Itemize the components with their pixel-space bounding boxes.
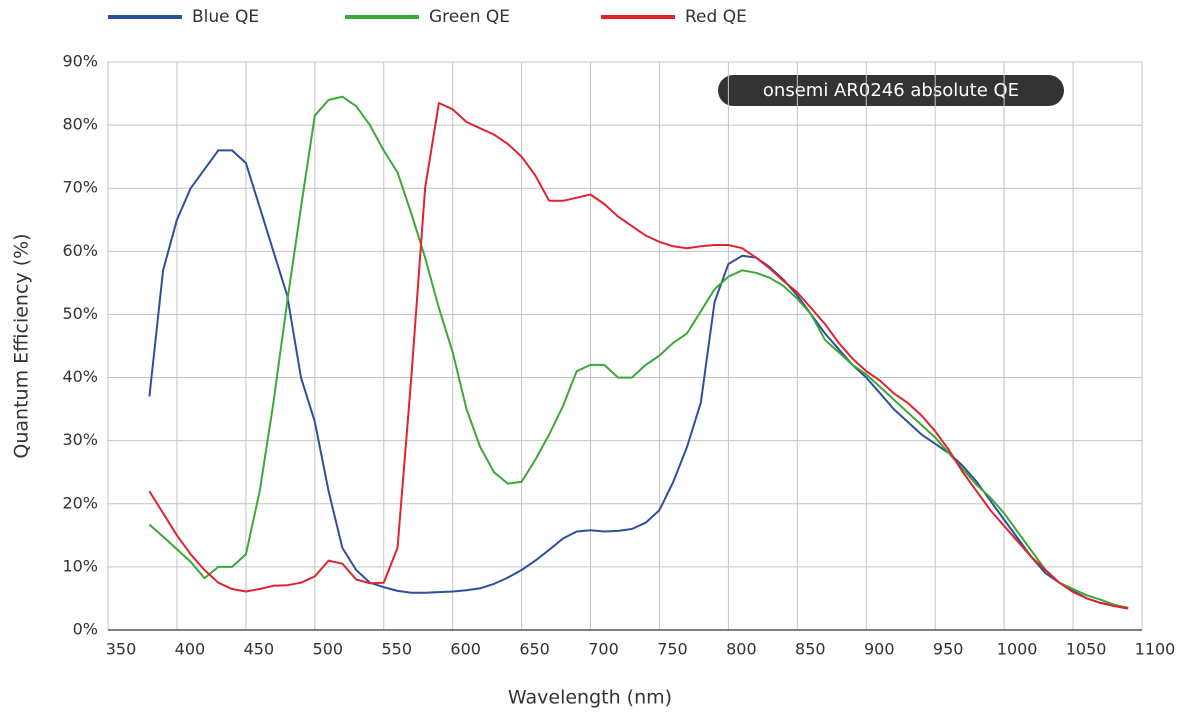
legend-label: Blue QE: [192, 7, 259, 27]
x-tick-label: 750: [657, 640, 688, 659]
y-tick-label: 80%: [62, 115, 98, 134]
x-tick-label: 400: [175, 640, 206, 659]
x-tick-label: 850: [795, 640, 826, 659]
x-tick-label: 500: [313, 640, 344, 659]
y-tick-label: 20%: [62, 493, 98, 512]
x-tick-label: 450: [244, 640, 275, 659]
x-tick-label: 350: [106, 640, 137, 659]
y-tick-label: 30%: [62, 430, 98, 449]
x-tick-label: 700: [588, 640, 619, 659]
x-tick-label: 900: [864, 640, 895, 659]
y-tick-label: 70%: [62, 178, 98, 197]
x-tick-label: 1100: [1135, 640, 1176, 659]
x-tick-label: 650: [519, 640, 550, 659]
annotation: onsemi AR0246 absolute QE: [763, 80, 1019, 101]
series-line: [148, 95, 1129, 609]
legend-label: Green QE: [429, 7, 510, 27]
annotation-box: [718, 75, 1064, 106]
x-tick-label: 950: [933, 640, 964, 659]
series-line: [148, 149, 1129, 610]
y-tick-label: 0%: [73, 620, 98, 639]
y-tick-label: 60%: [62, 241, 98, 260]
y-tick-label: 10%: [62, 556, 98, 575]
x-axis-label: Wavelength (nm): [508, 687, 672, 709]
x-tick-label: 800: [726, 640, 757, 659]
series-line: [148, 102, 1129, 610]
y-tick-label: 50%: [62, 304, 98, 323]
y-tick-label: 40%: [62, 367, 98, 386]
x-tick-label: 550: [381, 640, 412, 659]
x-tick-label: 1050: [1066, 640, 1107, 659]
y-tick-label: 90%: [62, 52, 98, 71]
x-tick-label: 600: [450, 640, 481, 659]
x-tick-label: 1000: [997, 640, 1038, 659]
legend-label: Red QE: [685, 7, 747, 27]
y-axis-label: Quantum Efficiency (%): [11, 233, 33, 458]
